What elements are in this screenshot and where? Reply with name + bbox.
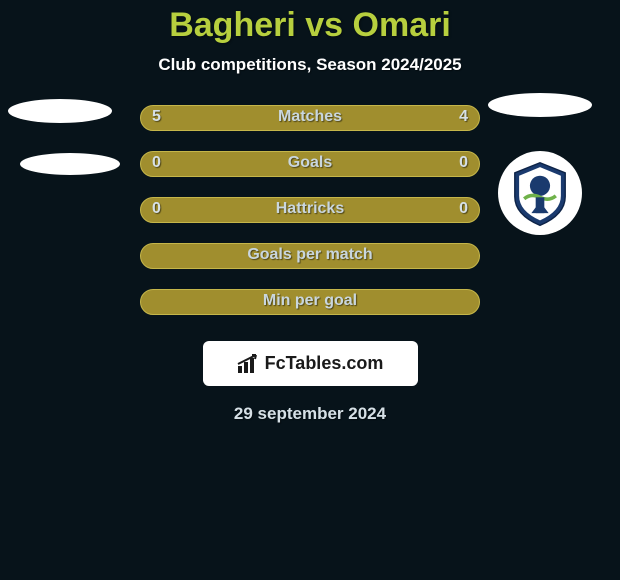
right-player-badge-1 xyxy=(488,93,592,117)
bar-chart-icon xyxy=(237,354,263,374)
stats-area: Matches54Goals00Hattricks00Goals per mat… xyxy=(0,105,620,317)
stat-label: Goals per match xyxy=(140,246,480,264)
stat-label: Goals xyxy=(140,154,480,172)
stat-left-value: 0 xyxy=(152,200,161,218)
club-crest-icon xyxy=(504,157,576,229)
right-club-badge xyxy=(498,151,582,235)
stat-label: Hattricks xyxy=(140,200,480,218)
source-logo: FcTables.com xyxy=(237,353,384,374)
left-player-badge-1 xyxy=(8,99,112,123)
stat-row: Min per goal xyxy=(140,289,480,317)
stat-row: Goals0 0 xyxy=(140,151,480,179)
stat-row: Goals per match xyxy=(140,243,480,271)
ellipse-icon xyxy=(8,99,112,123)
stat-right-value: 0 xyxy=(459,154,468,172)
stat-label: Matches xyxy=(140,108,480,126)
stat-left-value: 0 xyxy=(152,154,161,172)
source-logo-box: FcTables.com xyxy=(203,341,418,386)
stat-row: Hattricks0 0 xyxy=(140,197,480,225)
date-text: 29 september 2024 xyxy=(0,404,620,424)
page-title: Bagheri vs Omari xyxy=(0,0,620,45)
stat-right-value: 0 xyxy=(459,200,468,218)
left-player-badge-2 xyxy=(20,153,120,175)
stat-left-value: 5 xyxy=(152,108,161,126)
stat-right-value: 4 xyxy=(459,108,468,126)
subtitle: Club competitions, Season 2024/2025 xyxy=(0,55,620,75)
stat-row: Matches5 4 xyxy=(140,105,480,133)
ellipse-icon xyxy=(488,93,592,117)
stat-label: Min per goal xyxy=(140,292,480,310)
comparison-card: Bagheri vs Omari Club competitions, Seas… xyxy=(0,0,620,580)
ellipse-icon xyxy=(20,153,120,175)
source-logo-text: FcTables.com xyxy=(265,353,384,374)
